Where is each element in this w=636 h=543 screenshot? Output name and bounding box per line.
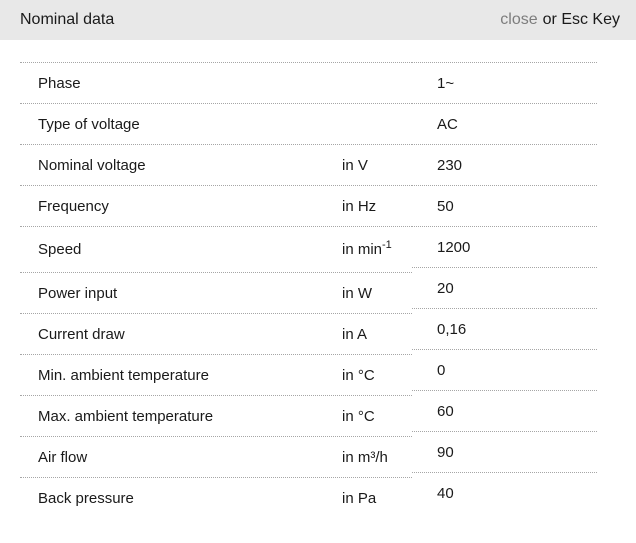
close-controls: close or Esc Key bbox=[500, 11, 620, 29]
row-unit: in W bbox=[342, 284, 372, 302]
row-label: Back pressure bbox=[38, 490, 134, 507]
table-row: Nominal voltage in V bbox=[20, 145, 412, 186]
value-row: 0,16 bbox=[412, 309, 597, 350]
row-value: 0,16 bbox=[437, 320, 467, 338]
table-row: Max. ambient temperature in °C bbox=[20, 396, 412, 437]
row-value: 20 bbox=[437, 279, 454, 297]
value-row: 230 bbox=[412, 145, 597, 186]
row-unit-base: in min bbox=[342, 241, 383, 258]
table-row: Current draw in A bbox=[20, 314, 412, 355]
row-unit: in Pa bbox=[342, 490, 377, 507]
row-label: Power input bbox=[38, 284, 118, 302]
row-unit: in °C bbox=[342, 407, 375, 425]
row-label: Type of voltage bbox=[38, 115, 140, 133]
row-value: 0 bbox=[437, 361, 446, 379]
row-value: 60 bbox=[437, 402, 454, 420]
row-label: Frequency bbox=[38, 197, 109, 215]
table-row: Speed in min-1 bbox=[20, 227, 412, 273]
table-row: Frequency in Hz bbox=[20, 186, 412, 227]
table-row: Min. ambient temperature in °C bbox=[20, 355, 412, 396]
row-value: 230 bbox=[437, 156, 463, 174]
table-row: Power input in W bbox=[20, 273, 412, 314]
value-row: 0 bbox=[412, 350, 597, 391]
row-unit: in °C bbox=[342, 366, 375, 384]
row-value: 1~ bbox=[437, 74, 455, 92]
table-row: Air flow in m³/h bbox=[20, 437, 412, 478]
row-unit: in V bbox=[342, 156, 368, 174]
table-row: Type of voltage bbox=[20, 104, 412, 145]
value-row: 90 bbox=[412, 432, 597, 473]
row-value: 90 bbox=[437, 443, 454, 461]
row-value: 50 bbox=[437, 197, 454, 215]
row-value: 40 bbox=[437, 485, 454, 502]
value-row: 40 bbox=[412, 473, 597, 514]
labels-units-table: Phase Type of voltage Nominal voltage in… bbox=[20, 62, 412, 519]
row-unit: in Hz bbox=[342, 197, 377, 215]
value-row: 20 bbox=[412, 268, 597, 309]
esc-key-hint: or Esc Key bbox=[542, 11, 620, 28]
spec-table: Phase Type of voltage Nominal voltage in… bbox=[20, 62, 636, 519]
table-row: Back pressure in Pa bbox=[20, 478, 412, 519]
value-row: AC bbox=[412, 104, 597, 145]
value-row: 1~ bbox=[412, 63, 597, 104]
row-label: Phase bbox=[38, 74, 81, 92]
value-row: 50 bbox=[412, 186, 597, 227]
table-row: Phase bbox=[20, 63, 412, 104]
close-link[interactable]: close bbox=[500, 11, 538, 28]
row-label: Max. ambient temperature bbox=[38, 407, 214, 425]
row-unit: in A bbox=[342, 325, 368, 343]
row-value: 1200 bbox=[437, 238, 471, 256]
row-value: AC bbox=[437, 115, 458, 133]
row-label: Speed bbox=[38, 241, 82, 258]
row-label: Air flow bbox=[38, 448, 88, 466]
value-row: 1200 bbox=[412, 227, 597, 268]
nominal-data-dialog: Nominal data close or Esc Key Phase Type … bbox=[0, 0, 636, 519]
row-unit: in m³/h bbox=[342, 448, 388, 466]
row-label: Current draw bbox=[38, 325, 125, 343]
row-label: Min. ambient temperature bbox=[38, 366, 209, 384]
row-unit-superscript: -1 bbox=[382, 239, 392, 251]
row-label: Nominal voltage bbox=[38, 156, 146, 174]
dialog-header: Nominal data close or Esc Key bbox=[0, 0, 636, 40]
value-row: 60 bbox=[412, 391, 597, 432]
page-title: Nominal data bbox=[20, 11, 115, 28]
row-unit: in min-1 bbox=[342, 239, 412, 259]
values-table: 1~ AC 230 50 1200 20 0,16 0 bbox=[412, 62, 597, 514]
